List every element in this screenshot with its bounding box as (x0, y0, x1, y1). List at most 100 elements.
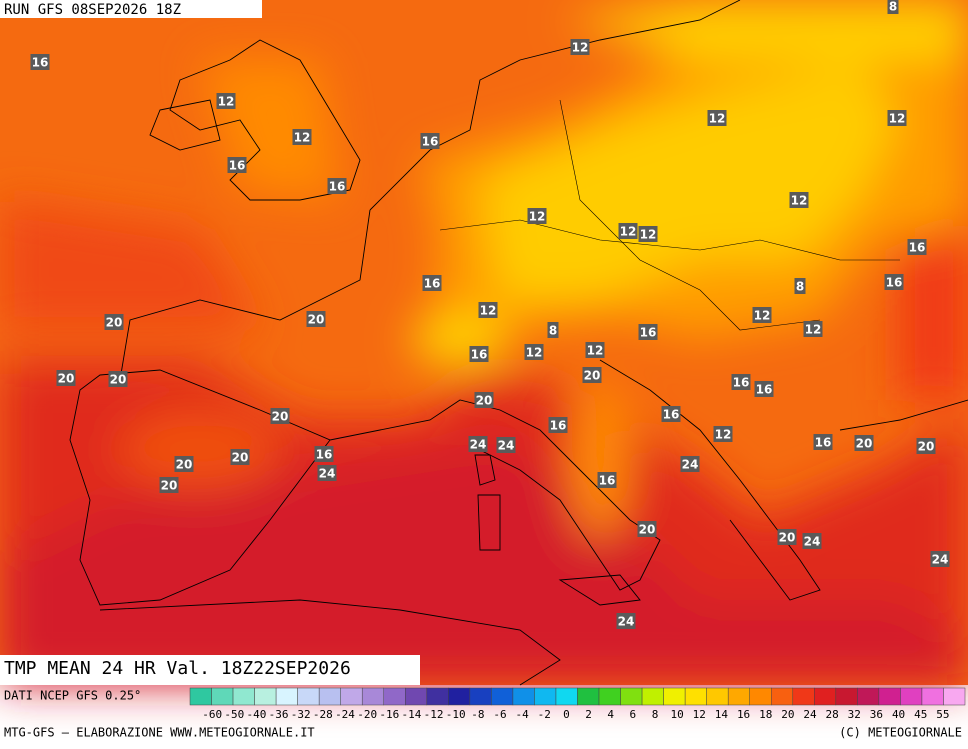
legend-swatch (555, 687, 578, 706)
label-box (618, 223, 638, 239)
legend-swatch (857, 687, 880, 706)
legend-label: 12 (693, 708, 706, 721)
run-box (0, 0, 262, 18)
contour-label: 20 (110, 373, 127, 387)
label-box (422, 275, 442, 291)
contour-label: 16 (909, 241, 926, 255)
label-box (548, 417, 568, 433)
legend-swatch (383, 687, 406, 706)
contour-label: 12 (889, 112, 906, 126)
label-box (803, 321, 823, 337)
contour-label: 8 (549, 324, 557, 338)
contour-label: 20 (779, 531, 796, 545)
legend-swatch (749, 687, 772, 706)
contour-label: 12 (791, 194, 808, 208)
label-box (317, 465, 337, 481)
legend-label: -16 (379, 708, 399, 721)
legend-swatch (318, 687, 341, 706)
contour-label: 16 (815, 436, 832, 450)
label-box (306, 311, 326, 327)
label-box (854, 435, 874, 451)
contour-label: 20 (232, 451, 249, 465)
contour-label: 12 (620, 225, 637, 239)
label-box (478, 302, 498, 318)
label-box (887, 110, 907, 126)
legend-swatch (232, 687, 255, 706)
legend-label: -14 (401, 708, 421, 721)
legend-swatch (641, 687, 664, 706)
legend-swatch (577, 687, 600, 706)
label-box (292, 129, 312, 145)
label-box (754, 381, 774, 397)
contour-label: 24 (618, 615, 635, 629)
legend-swatch (792, 687, 815, 706)
contour-label: 16 (886, 276, 903, 290)
legend-label: -50 (224, 708, 244, 721)
label-box (314, 446, 334, 462)
contour-label: 16 (550, 419, 567, 433)
contour-label: 8 (796, 280, 804, 294)
contour-label: 20 (476, 394, 493, 408)
label-box (420, 133, 440, 149)
legend-label: -28 (313, 708, 333, 721)
label-box (327, 178, 347, 194)
field-box (0, 655, 420, 685)
label-box (469, 346, 489, 362)
legend-label: 45 (914, 708, 927, 721)
label-box (216, 93, 236, 109)
label-box (270, 408, 290, 424)
legend-label: -6 (493, 708, 506, 721)
label-box (56, 370, 76, 386)
source-label: DATI NCEP GFS 0.25° (4, 689, 141, 703)
contour-label: 16 (640, 326, 657, 340)
label-box (585, 342, 605, 358)
label-box (527, 208, 547, 224)
legend-label: 55 (936, 708, 949, 721)
label-box (468, 436, 488, 452)
legend-swatch (405, 687, 428, 706)
label-box (230, 449, 250, 465)
contour-label: 12 (715, 428, 732, 442)
contour-label: 16 (733, 376, 750, 390)
contour-label: 12 (587, 344, 604, 358)
contour-label: 12 (754, 309, 771, 323)
legend-label: -20 (357, 708, 377, 721)
legend-label: 2 (585, 708, 592, 721)
contour-label: 24 (470, 438, 487, 452)
color-legend: -60 -50 -40 -36 -32 -28 -24 -20 -16 -14 -12 -10 -8 -6… (189, 687, 966, 721)
label-box (907, 239, 927, 255)
contour-label: 20 (639, 523, 656, 537)
credit-label: MTG-GFS — ELABORAZIONE WWW.METEOGIORNALE… (4, 726, 315, 740)
contour-label: 20 (161, 479, 178, 493)
label-box (30, 54, 50, 70)
legend-label: 28 (826, 708, 839, 721)
label-box (813, 434, 833, 450)
label-box (547, 322, 559, 338)
label-box (916, 438, 936, 454)
legend-swatch (297, 687, 320, 706)
legend-label: 24 (803, 708, 817, 721)
contour-label: 24 (682, 458, 699, 472)
label-box (616, 613, 636, 629)
label-box (108, 371, 128, 387)
contour-label: 16 (599, 474, 616, 488)
label-box (570, 39, 590, 55)
legend-swatch (448, 687, 471, 706)
legend-swatch (943, 687, 966, 706)
legend-swatch (254, 687, 277, 706)
legend-swatch (211, 687, 234, 706)
legend-swatch (340, 687, 363, 706)
copyright-label: (C) METEOGIORNALE (839, 726, 962, 740)
legend-label: 4 (607, 708, 614, 721)
legend-swatch (878, 687, 901, 706)
contour-label: 20 (584, 369, 601, 383)
label-box (884, 274, 904, 290)
contour-label: 12 (640, 228, 657, 242)
legend-swatch (663, 687, 686, 706)
legend-label: -2 (538, 708, 551, 721)
contour-label: 24 (804, 535, 821, 549)
legend-label: -36 (269, 708, 289, 721)
legend-swatch (900, 687, 923, 706)
label-box (930, 551, 950, 567)
